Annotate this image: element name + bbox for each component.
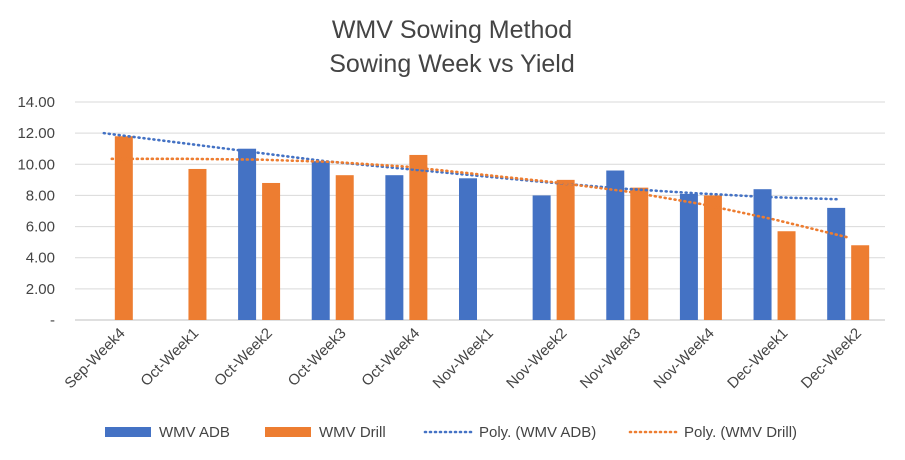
legend-label: WMV ADB <box>159 424 230 441</box>
y-tick-label: 14.00 <box>17 94 55 111</box>
legend-swatch <box>265 427 311 437</box>
bar-wmv-drill <box>777 231 796 320</box>
y-tick-label: 12.00 <box>17 125 55 142</box>
y-tick-label: 4.00 <box>26 250 55 267</box>
x-tick-label: Nov-Week2 <box>503 325 570 392</box>
bar-wmv-adb <box>238 148 257 320</box>
trendlines <box>102 131 850 239</box>
legend-wmv-adb: WMV ADB <box>105 424 230 441</box>
bar-wmv-drill <box>630 187 649 320</box>
x-tick-label: Oct-Week2 <box>211 325 276 390</box>
bar-wmv-adb <box>459 178 477 320</box>
x-tick-label: Dec-Week1 <box>724 325 791 392</box>
bar-wmv-drill <box>409 154 428 320</box>
x-tick-label: Nov-Week1 <box>430 325 497 392</box>
y-tick-label: - <box>50 312 55 329</box>
bar-wmv-drill <box>114 136 133 320</box>
bar-wmv-adb <box>827 207 846 320</box>
bar-wmv-drill <box>188 168 207 320</box>
legend-poly-adb: Poly. (WMV ADB) <box>423 424 596 441</box>
trendline-adb <box>102 131 842 201</box>
y-tick-label: 2.00 <box>26 281 55 298</box>
legend-poly-drill: Poly. (WMV Drill) <box>628 424 797 441</box>
bar-wmv-adb <box>753 189 772 320</box>
bar-wmv-drill <box>262 182 281 320</box>
legend-label: Poly. (WMV Drill) <box>684 424 797 441</box>
gridlines <box>75 101 885 321</box>
y-tick-label: 6.00 <box>26 219 55 236</box>
bar-wmv-adb <box>311 161 330 320</box>
x-axis-ticks: Sep-Week4 Oct-Week1 Oct-Week2 Oct-Week3 Oct-… <box>61 325 865 392</box>
bar-wmv-adb <box>385 175 404 320</box>
bar-wmv-drill <box>556 179 575 320</box>
legend-swatch <box>105 427 151 437</box>
x-tick-label: Oct-Week4 <box>358 325 423 390</box>
y-tick-label: 10.00 <box>17 156 55 173</box>
legend-label: WMV Drill <box>319 424 386 441</box>
bar-wmv-adb <box>606 170 625 320</box>
x-tick-label: Sep-Week4 <box>61 325 128 392</box>
chart-subtitle: Sowing Week vs Yield <box>329 50 575 78</box>
x-tick-label: Oct-Week3 <box>285 325 350 390</box>
legend-label: Poly. (WMV ADB) <box>479 424 596 441</box>
bar-wmv-drill <box>703 195 722 320</box>
x-tick-label: Dec-Week2 <box>798 325 865 392</box>
legend-wmv-drill: WMV Drill <box>265 424 386 441</box>
x-tick-label: Oct-Week1 <box>137 325 202 390</box>
legend: WMV ADB WMV Drill Poly. (WMV ADB) Poly. (WM… <box>105 424 797 441</box>
bar-wmv-adb <box>532 195 551 320</box>
bar-wmv-drill <box>335 175 354 320</box>
bar-wmv-adb <box>679 193 698 320</box>
y-axis-ticks: - 2.00 4.00 6.00 8.00 10.00 12.00 14.00 <box>17 94 55 329</box>
x-tick-label: Nov-Week3 <box>577 325 644 392</box>
bars <box>114 136 870 320</box>
chart-title: WMV Sowing Method <box>332 16 572 44</box>
bar-wmv-drill <box>851 245 870 320</box>
y-tick-label: 8.00 <box>26 187 55 204</box>
trendline-drill <box>110 157 850 239</box>
x-tick-label: Nov-Week4 <box>650 325 717 392</box>
